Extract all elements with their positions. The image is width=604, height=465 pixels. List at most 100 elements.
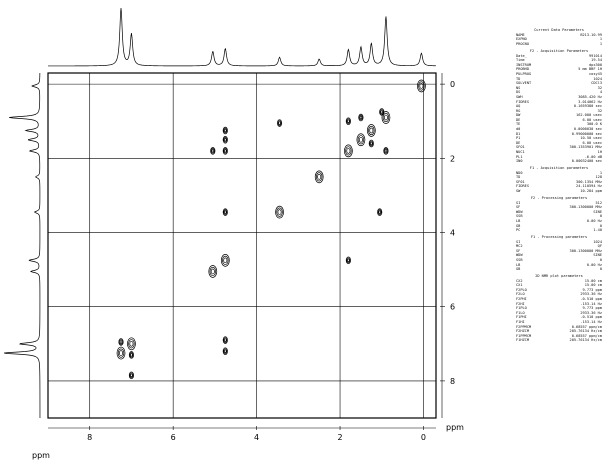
- cross-peak: [358, 113, 364, 122]
- plot-frame: [47, 72, 437, 419]
- parameter-value: 162.000 usec: [576, 113, 602, 118]
- parameter-row: RG 32: [516, 109, 602, 114]
- parameter-key: LB: [516, 262, 521, 267]
- x-tick-label: 4: [254, 433, 259, 442]
- contour-ring: [222, 147, 228, 155]
- contour-ring: [379, 108, 385, 116]
- parameter-row: F1PPMCM 0.68557 ppm/cm: [516, 334, 602, 339]
- parameter-value: -0.510 ppm: [580, 315, 602, 320]
- parameter-value: 19.54: [591, 58, 602, 63]
- contour-ring: [222, 336, 228, 344]
- parameter-row: F1HI -153.14 Hz: [516, 320, 602, 325]
- cross-peak: [368, 139, 374, 148]
- contour-ring: [222, 347, 228, 355]
- parameter-key: CX1: [516, 283, 523, 288]
- parameter-value: B213.10.99: [580, 32, 602, 37]
- contour-ring: [418, 81, 425, 91]
- parameter-row: F2HZCM 205.76134 Hz/cm: [516, 329, 602, 334]
- parameter-row: F1PLO 9.773 ppm: [516, 306, 602, 311]
- parameter-key: GB: [516, 267, 521, 272]
- parameter-row: ND0 1: [516, 171, 602, 176]
- cross-peak: [128, 351, 134, 359]
- cross-peak: [118, 338, 124, 346]
- parameter-row: d0 0.0000030 sec: [516, 127, 602, 132]
- parameter-key: F1HZCM: [516, 338, 529, 343]
- parameter-row: NAME B213.10.99: [516, 33, 602, 38]
- parameter-value: 0.0000030 sec: [573, 127, 602, 132]
- left-projection-spectrum: [3, 72, 41, 418]
- parameter-key: INSTRUM: [516, 62, 532, 67]
- contour-ring: [224, 349, 227, 353]
- contour-ring: [275, 205, 284, 219]
- parameter-value: QF: [597, 244, 602, 249]
- parameter-row: SWH 3085.420 Hz: [516, 95, 602, 100]
- parameter-value: 32: [597, 85, 602, 90]
- parameter-key: F2HZCM: [516, 329, 529, 334]
- parameter-key: NUC1: [516, 150, 525, 155]
- parameter-key: PROCNO: [516, 42, 529, 47]
- contour-ring: [224, 210, 227, 214]
- parameter-row: SOLVENT CDCl3: [516, 81, 602, 86]
- y-axis-label: ppm: [446, 423, 464, 432]
- parameter-key: F2PHI: [516, 297, 527, 302]
- parameter-row: CX2 15.00 cm: [516, 279, 602, 284]
- parameter-key: SFO1: [516, 145, 525, 150]
- parameter-row: TE 300.0 K: [516, 122, 602, 127]
- parameter-key: CX2: [516, 278, 523, 283]
- parameter-key: F1PPMCM: [516, 333, 532, 338]
- parameter-value: 300.1300000 MHz: [569, 248, 602, 253]
- parameter-key: d0: [516, 127, 521, 132]
- contour-ring: [357, 135, 365, 145]
- parameter-row: FIDRES 24.110594 Hz: [516, 184, 602, 189]
- cross-peak: [222, 336, 228, 344]
- parameter-key: AQ: [516, 104, 521, 109]
- contour-ring: [118, 338, 124, 346]
- x-tick-label: 6: [171, 433, 176, 442]
- contour-ring: [368, 125, 375, 136]
- parameter-row: EXPNO 1: [516, 37, 602, 42]
- parameter-key: DS: [516, 90, 521, 95]
- diagonal-peak: [417, 79, 426, 93]
- contour-ring: [314, 170, 324, 184]
- parameter-row: LB 0.00 Hz: [516, 219, 602, 224]
- parameter-value: 300.0 K: [586, 122, 602, 127]
- parameter-key: PROBHD: [516, 67, 529, 72]
- cross-peak: [222, 136, 228, 144]
- parameter-key: WDW: [516, 209, 523, 214]
- grid-lines: [48, 73, 436, 418]
- parameter-value: SINE: [593, 209, 602, 214]
- diagonal-peak: [366, 124, 376, 137]
- parameter-key: Time: [516, 58, 525, 63]
- parameter-key: EXPNO: [516, 37, 527, 42]
- y-axis-ticks: 0 2 4 6 8: [440, 73, 455, 418]
- diagonal-peak: [275, 205, 284, 219]
- contour-ring: [347, 119, 350, 123]
- parameter-key: SF01: [516, 179, 525, 184]
- contour-ring: [417, 79, 426, 93]
- parameter-row: F2PPMCM 0.68557 ppm/cm: [516, 325, 602, 330]
- parameter-row: GB 0: [516, 224, 602, 229]
- parameter-row: NS 32: [516, 86, 602, 91]
- cross-peak: [222, 147, 228, 155]
- contour-ring: [223, 127, 228, 134]
- parameter-value: 0: [599, 257, 602, 262]
- parameter-row: PC 1.40: [516, 228, 602, 233]
- contour-ring: [316, 172, 323, 182]
- contour-ring: [369, 127, 374, 134]
- contour-ring: [128, 339, 135, 349]
- parameter-value: 1024: [593, 76, 602, 81]
- parameter-key: ND0: [516, 170, 523, 175]
- parameter-row: FIDRES 3.014062 Hz: [516, 100, 602, 105]
- cross-peak: [128, 371, 134, 380]
- parameter-key: Date_: [516, 53, 527, 58]
- contour-ring: [278, 121, 281, 125]
- contour-ring: [358, 136, 363, 143]
- parameter-value: -6.00 dB: [584, 154, 602, 159]
- parameter-key: DW: [516, 113, 521, 118]
- cross-peak: [276, 119, 283, 127]
- parameter-value: 5 mm BBF 1H: [578, 67, 602, 72]
- parameter-row: SSB 0: [516, 258, 602, 263]
- parameter-panel: Current Data Parameters NAME B213.10.99 EXP…: [516, 26, 602, 343]
- contour-ring: [127, 337, 136, 351]
